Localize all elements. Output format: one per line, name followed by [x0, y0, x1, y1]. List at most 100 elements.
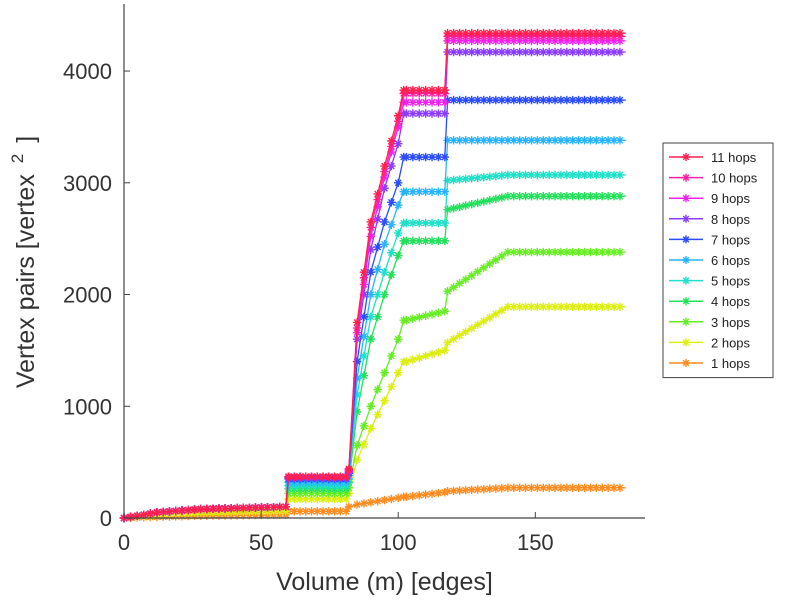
data-point — [269, 502, 278, 512]
data-point — [455, 331, 464, 340]
legend-marker — [682, 338, 690, 347]
data-point — [330, 472, 339, 481]
data-point — [443, 205, 452, 214]
data-point — [359, 312, 369, 322]
data-point — [609, 47, 619, 57]
data-point — [503, 36, 513, 46]
data-point — [434, 187, 443, 196]
legend: 11 hops 10 hops 9 hops 8 hops 7 hops 6 hops 5 … — [662, 142, 774, 379]
data-point — [233, 503, 242, 513]
legend-marker — [682, 235, 690, 244]
data-point — [515, 302, 524, 312]
data-point — [461, 95, 470, 105]
data-point — [394, 493, 403, 503]
series-6-hops — [119, 136, 626, 523]
data-point — [586, 95, 595, 105]
data-point — [550, 191, 560, 201]
data-point — [415, 218, 424, 228]
data-point — [455, 95, 464, 105]
series-line — [123, 32, 626, 519]
data-point — [509, 247, 518, 257]
data-point — [324, 507, 334, 516]
x-tick-label: 50 — [249, 530, 273, 555]
series-layer — [119, 28, 626, 523]
data-point — [491, 309, 501, 319]
data-point — [580, 302, 589, 312]
data-point — [586, 170, 595, 180]
data-point — [503, 95, 513, 105]
data-point — [158, 507, 168, 517]
data-point — [497, 47, 507, 57]
data-point — [415, 152, 424, 162]
data-point — [521, 302, 530, 312]
data-point — [521, 170, 530, 180]
data-point — [556, 247, 566, 257]
data-point — [373, 290, 382, 299]
data-point — [509, 136, 518, 145]
data-point — [402, 109, 411, 118]
data-point — [408, 218, 418, 228]
data-point — [373, 410, 382, 419]
data-point — [366, 498, 375, 507]
data-point — [380, 167, 389, 176]
data-point — [373, 242, 382, 252]
data-point — [313, 489, 322, 498]
data-point — [603, 191, 613, 201]
data-point — [402, 218, 411, 228]
data-point — [521, 47, 530, 57]
data-point — [359, 499, 369, 508]
series-10-hops — [119, 32, 626, 523]
data-point — [257, 503, 266, 512]
legend-item: 6 hops — [669, 253, 751, 268]
data-point — [574, 36, 583, 46]
data-point — [313, 494, 322, 504]
data-point — [485, 484, 494, 494]
data-point — [580, 28, 589, 38]
data-point — [373, 497, 382, 506]
data-point — [196, 504, 205, 514]
data-point — [503, 28, 513, 38]
data-point — [263, 507, 272, 516]
data-point — [562, 95, 572, 105]
data-point — [592, 28, 601, 38]
data-point — [290, 494, 299, 504]
data-point — [394, 200, 403, 210]
data-point — [449, 283, 458, 292]
data-point — [284, 472, 293, 481]
data-point — [544, 483, 554, 493]
data-point — [208, 504, 218, 513]
x-axis-title: Volume (m) [edges] — [276, 568, 493, 596]
y-tick-label: 3000 — [63, 171, 112, 196]
data-point — [440, 307, 450, 316]
data-point — [533, 191, 542, 201]
data-point — [455, 136, 464, 145]
data-point — [373, 195, 382, 204]
data-point — [434, 98, 443, 107]
data-point — [352, 407, 362, 417]
data-point — [443, 286, 452, 296]
data-point — [301, 507, 311, 516]
data-point — [533, 136, 542, 145]
data-point — [574, 28, 583, 38]
data-point — [491, 136, 501, 145]
data-point — [556, 28, 566, 38]
data-point — [497, 28, 507, 38]
data-point — [341, 507, 351, 516]
data-point — [366, 217, 375, 227]
data-point — [556, 170, 566, 180]
data-point — [544, 170, 554, 180]
data-point — [307, 494, 316, 504]
data-point — [491, 47, 501, 57]
data-point — [592, 302, 601, 312]
data-point — [580, 47, 589, 57]
data-point — [580, 95, 589, 105]
data-point — [415, 313, 424, 322]
data-point — [461, 28, 470, 38]
data-point — [615, 47, 625, 57]
data-point — [318, 494, 328, 504]
data-point — [580, 483, 589, 493]
data-point — [527, 483, 536, 493]
data-point — [527, 136, 536, 145]
data-point — [402, 85, 411, 95]
data-point — [592, 191, 601, 201]
